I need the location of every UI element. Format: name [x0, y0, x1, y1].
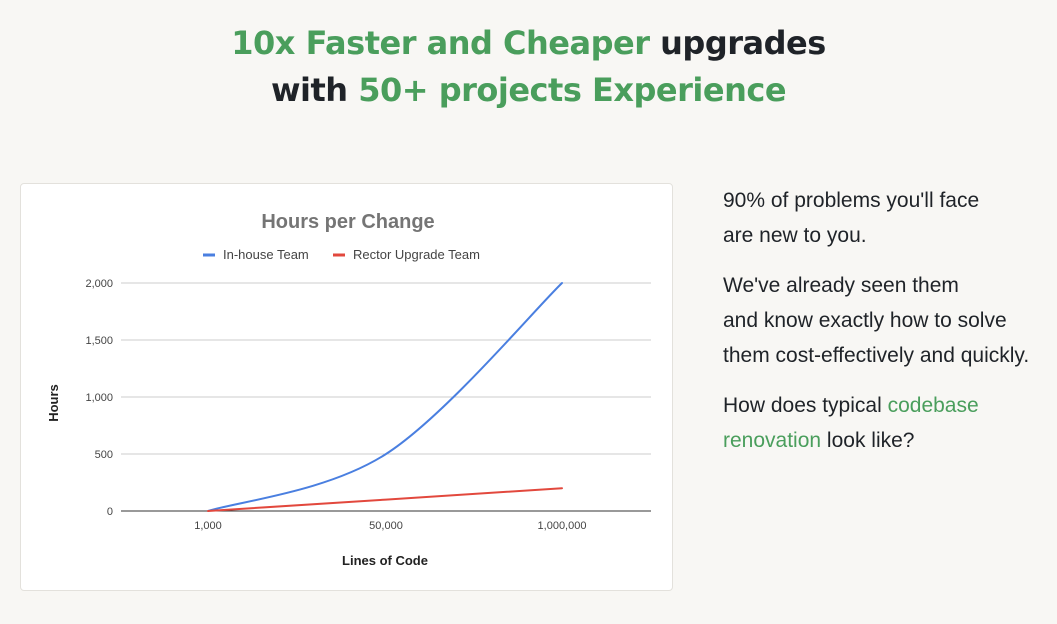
chart-card: Hours per Change In-house Team Rector Upg… [20, 183, 673, 591]
x-axis-label: Lines of Code [342, 553, 428, 568]
question-text: look like? [826, 429, 915, 452]
chart-series [207, 282, 563, 512]
y-axis-label: Hours [46, 384, 61, 422]
headline-highlight-1: 10x Faster and Cheaper [231, 24, 650, 62]
question-text: How does typical [723, 394, 882, 417]
y-tick-label: 1,000 [85, 392, 113, 404]
headline-highlight-2: 50+ projects Experience [358, 71, 787, 109]
headline-line-1: 10x Faster and Cheaper upgrades [0, 20, 1057, 67]
headline: 10x Faster and Cheaper upgrades with 50+… [0, 20, 1057, 114]
x-tick-label: 50,000 [369, 520, 403, 532]
codebase-renovation-link[interactable]: codebase [887, 394, 979, 417]
paragraph-problems: 90% of problems you'll face are new to y… [723, 183, 1053, 253]
headline-text-2: with [270, 71, 348, 109]
side-text: 90% of problems you'll face are new to y… [723, 183, 1053, 473]
chart-title: Hours per Change [261, 211, 434, 233]
codebase-renovation-link[interactable]: renovation [723, 429, 822, 452]
series-line-rector-upgrade-team [207, 487, 563, 512]
y-tick-label: 1,500 [85, 335, 113, 347]
headline-text-1: upgrades [660, 24, 826, 62]
legend-label: Rector Upgrade Team [353, 247, 480, 262]
headline-line-2: with 50+ projects Experience [0, 67, 1057, 114]
x-tick-label: 1,000,000 [538, 520, 587, 532]
y-tick-label: 0 [107, 506, 113, 518]
paragraph-experience: We've already seen them and know exactly… [723, 268, 1053, 373]
paragraph-line: them cost-effectively and quickly. [723, 344, 1030, 367]
hours-per-change-chart: Hours per Change In-house Team Rector Upg… [46, 211, 651, 568]
paragraph-line: are new to you. [723, 224, 867, 247]
chart-grid [121, 282, 651, 512]
paragraph-question: How does typical codebase renovation loo… [723, 388, 1053, 458]
legend-label: In-house Team [223, 247, 309, 262]
paragraph-line: We've already seen them [723, 274, 959, 297]
chart-legend: In-house Team Rector Upgrade Team [203, 247, 480, 262]
y-axis-ticks: 0 500 1,000 1,500 2,000 [85, 278, 113, 518]
x-axis-ticks: 1,000 50,000 1,000,000 [194, 520, 586, 532]
y-tick-label: 2,000 [85, 278, 113, 290]
paragraph-line: and know exactly how to solve [723, 309, 1007, 332]
series-line-in-house-team [207, 282, 563, 512]
y-tick-label: 500 [95, 449, 113, 461]
paragraph-line: 90% of problems you'll face [723, 189, 980, 212]
x-tick-label: 1,000 [194, 520, 222, 532]
